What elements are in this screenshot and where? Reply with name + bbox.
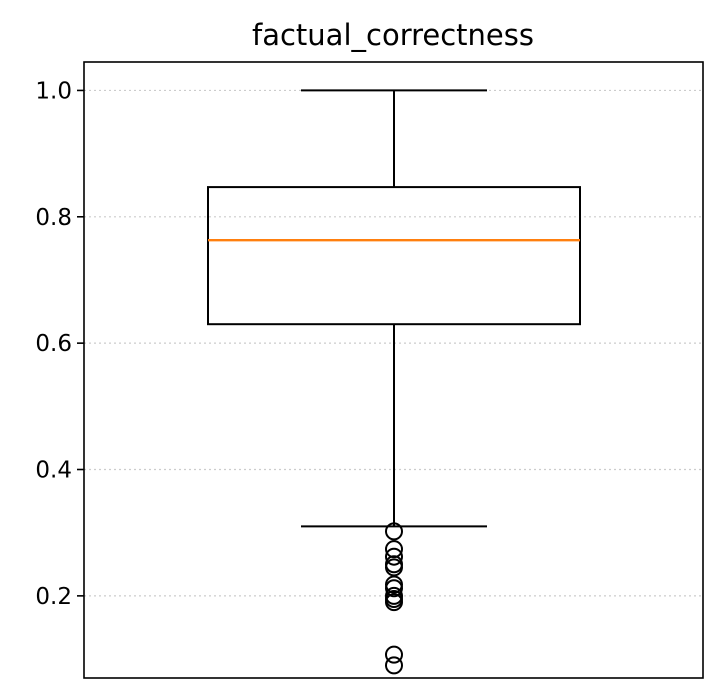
y-tick-label: 1.0 — [35, 78, 72, 104]
y-tick-label: 0.2 — [35, 584, 72, 610]
y-tick-label: 0.4 — [35, 458, 72, 484]
outlier-point — [385, 645, 403, 664]
grid-layer — [84, 89, 703, 597]
outlier-point — [385, 593, 403, 612]
outlier-point — [385, 547, 403, 566]
outlier-point — [385, 522, 403, 541]
y-tick-label: 0.8 — [35, 205, 72, 231]
outlier-point — [385, 558, 403, 577]
outlier-layer — [385, 522, 403, 675]
iqr-box — [207, 186, 581, 326]
chart-title: factual_correctness — [252, 18, 534, 52]
plot-frame — [83, 61, 704, 679]
outlier-point — [385, 656, 403, 675]
y-axis: 0.2 0.4 0.6 0.8 1.0 — [35, 78, 84, 610]
box-layer — [207, 89, 581, 528]
outlier-point — [385, 579, 403, 598]
y-tick-label: 0.6 — [35, 331, 72, 357]
